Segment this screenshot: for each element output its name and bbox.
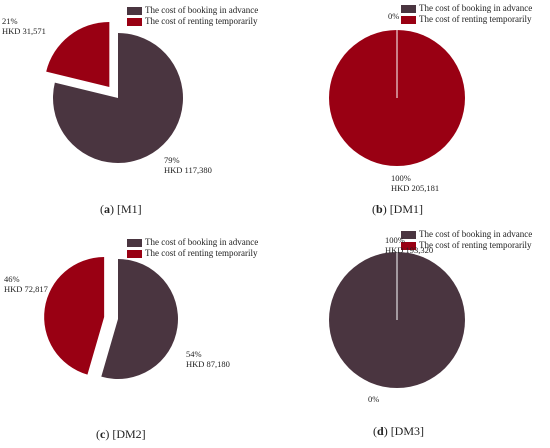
pie-chart [44,257,178,379]
pie-panel-a: The cost of booking in advance The cost o… [0,0,275,224]
legend-swatch [401,15,416,24]
percent-label: 100% [385,235,405,245]
data-label: 0% [388,11,399,21]
pie-slice-booking-in-advance [101,259,178,379]
legend: The cost of booking in advance The cost o… [401,229,532,251]
caption-label: [DM1] [389,202,424,216]
legend-swatch [127,6,142,15]
pie-slice-renting-temporarily [44,257,105,375]
legend-item: The cost of booking in advance [401,3,532,14]
legend-label: The cost of renting temporarily [419,14,532,24]
legend-swatch [401,4,416,13]
pie-chart [329,30,465,166]
legend: The cost of booking in advance The cost o… [127,5,258,27]
pie-panel-c: The cost of booking in advance The cost o… [0,224,275,448]
legend-item: The cost of renting temporarily [127,248,258,259]
legend-swatch [401,241,416,250]
legend-swatch [127,238,142,247]
value-label: HKD 87,180 [186,359,230,369]
value-label: HKD 72,817 [4,284,48,294]
panel-caption: (b) [DM1] [372,202,424,216]
legend-label: The cost of booking in advance [419,229,533,239]
legend-item: The cost of booking in advance [127,237,258,248]
legend-swatch [127,249,142,258]
legend: The cost of booking in advance The cost o… [401,3,532,25]
legend-item: The cost of renting temporarily [401,240,532,251]
pie-slice-renting-temporarily [46,21,110,87]
data-label: 54% HKD 87,180 [186,349,230,369]
percent-label: 0% [368,394,380,404]
pie-slice-booking-in-advance [53,33,184,163]
legend-label: The cost of renting temporarily [145,248,258,258]
legend-label: The cost of renting temporarily [145,16,258,26]
panel-caption: (d) [DM3] [373,424,425,438]
pie-panel-d: The cost of booking in advance The cost o… [275,224,550,448]
legend-label: The cost of renting temporarily [419,240,532,250]
legend-item: The cost of booking in advance [401,229,532,240]
percent-label: 79% [164,155,180,165]
caption-label: [DM3] [390,424,425,438]
data-label: 100% HKD 193,320 [385,235,433,255]
data-label: 0% [368,394,379,404]
data-label: 46% HKD 72,817 [4,274,48,294]
legend-label: The cost of booking in advance [419,3,533,13]
pie-chart [46,21,184,163]
percent-label: 0% [388,11,400,21]
caption-letter: a [104,202,110,216]
legend: The cost of booking in advance The cost o… [127,237,258,259]
data-label: 100% HKD 205,181 [391,173,439,193]
legend-item: The cost of renting temporarily [127,16,258,27]
caption-label: [M1] [117,202,142,216]
panel-caption: (a) [M1] [100,202,142,216]
legend-swatch [401,230,416,239]
value-label: HKD 193,320 [385,245,434,255]
pie-panel-b: The cost of booking in advance The cost o… [275,0,550,224]
pie-chart [329,252,465,388]
percent-label: 21% [2,16,18,26]
value-label: HKD 117,380 [164,165,212,175]
panel-caption: (c) [DM2] [96,427,146,441]
legend-item: The cost of booking in advance [127,5,258,16]
legend-label: The cost of booking in advance [145,5,259,15]
caption-letter: c [100,427,106,441]
data-label: 79% HKD 117,380 [164,155,212,175]
percent-label: 100% [391,173,411,183]
data-label: 21% HKD 31,571 [2,16,46,36]
legend-swatch [127,17,142,26]
percent-label: 54% [186,349,202,359]
caption-label: [DM2] [112,427,146,441]
value-label: HKD 205,181 [391,183,440,193]
legend-label: The cost of booking in advance [145,237,259,247]
caption-letter: b [376,202,383,216]
value-label: HKD 31,571 [2,26,46,36]
legend-item: The cost of renting temporarily [401,14,532,25]
caption-letter: d [377,424,384,438]
percent-label: 46% [4,274,20,284]
